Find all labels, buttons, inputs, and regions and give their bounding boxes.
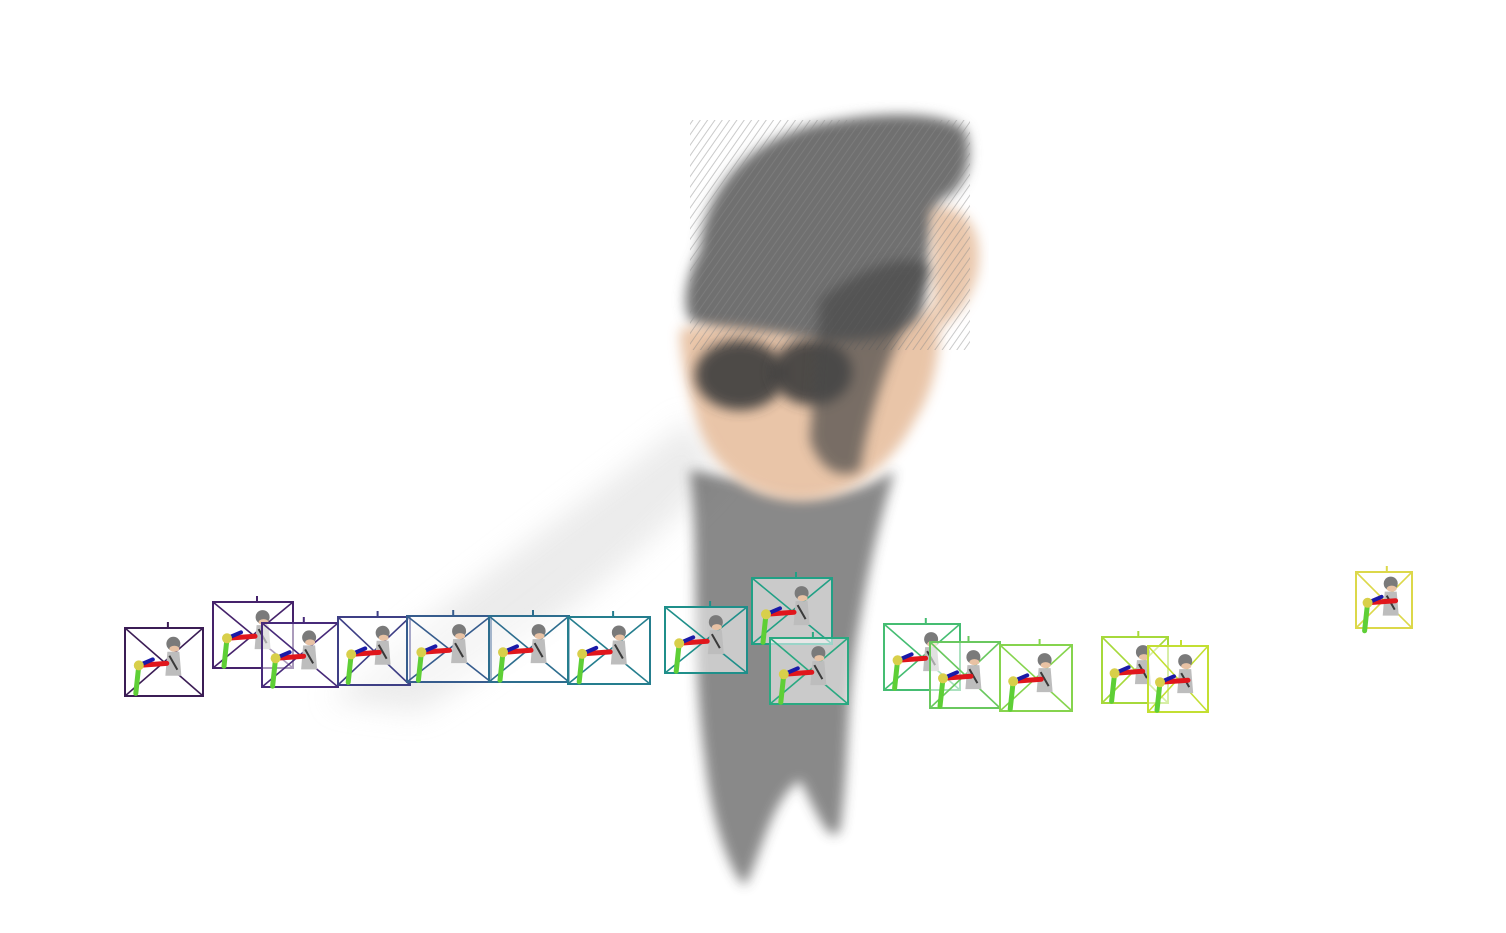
camera-frustum[interactable] bbox=[751, 572, 833, 645]
camera-origin bbox=[498, 647, 508, 658]
camera-frustum[interactable] bbox=[929, 636, 1001, 709]
camera-origin bbox=[577, 648, 588, 659]
camera-frustum[interactable] bbox=[406, 610, 492, 683]
camera-origin bbox=[674, 638, 685, 649]
character-thumbnail-icon bbox=[530, 624, 547, 664]
character-thumbnail-icon bbox=[451, 624, 468, 664]
camera-origin bbox=[1362, 597, 1373, 608]
camera-origin bbox=[346, 649, 357, 660]
camera-origin bbox=[222, 633, 232, 644]
camera-origin bbox=[270, 653, 281, 664]
character-thumbnail-icon bbox=[1382, 576, 1399, 616]
camera-origin bbox=[133, 660, 144, 671]
camera-frustum[interactable] bbox=[1355, 566, 1413, 634]
camera-frustum[interactable] bbox=[567, 611, 651, 685]
character-thumbnail-icon bbox=[165, 636, 182, 676]
camera-origin bbox=[1109, 668, 1120, 679]
camera-origin bbox=[761, 609, 771, 620]
glasses-left bbox=[695, 340, 785, 410]
character-thumbnail-icon bbox=[707, 615, 724, 655]
camera-origin bbox=[1155, 677, 1165, 688]
camera-frustum[interactable] bbox=[999, 639, 1073, 712]
camera-origin bbox=[938, 673, 948, 684]
camera-trajectory bbox=[124, 566, 1413, 713]
camera-origin bbox=[778, 669, 789, 680]
character-thumbnail-icon bbox=[810, 646, 827, 686]
camera-frustum[interactable] bbox=[664, 601, 748, 674]
camera-origin bbox=[416, 647, 427, 658]
camera-frustum[interactable] bbox=[124, 622, 204, 697]
camera-frustum[interactable] bbox=[337, 611, 411, 686]
camera-origin bbox=[892, 655, 903, 666]
point-cloud bbox=[330, 114, 980, 885]
camera-origin bbox=[1008, 676, 1019, 687]
character-thumbnail-icon bbox=[374, 625, 391, 665]
camera-frustum[interactable] bbox=[261, 617, 339, 689]
character-thumbnail-icon bbox=[793, 586, 810, 626]
camera-frustum[interactable] bbox=[1147, 640, 1209, 713]
camera-frustum[interactable] bbox=[488, 610, 570, 683]
character-thumbnail-icon bbox=[610, 625, 627, 665]
character-thumbnail-icon bbox=[301, 630, 318, 670]
character-thumbnail-icon bbox=[965, 650, 982, 690]
camera-frustum[interactable] bbox=[769, 632, 849, 705]
character-thumbnail-icon bbox=[1036, 653, 1053, 693]
character-thumbnail-icon bbox=[1177, 654, 1194, 694]
